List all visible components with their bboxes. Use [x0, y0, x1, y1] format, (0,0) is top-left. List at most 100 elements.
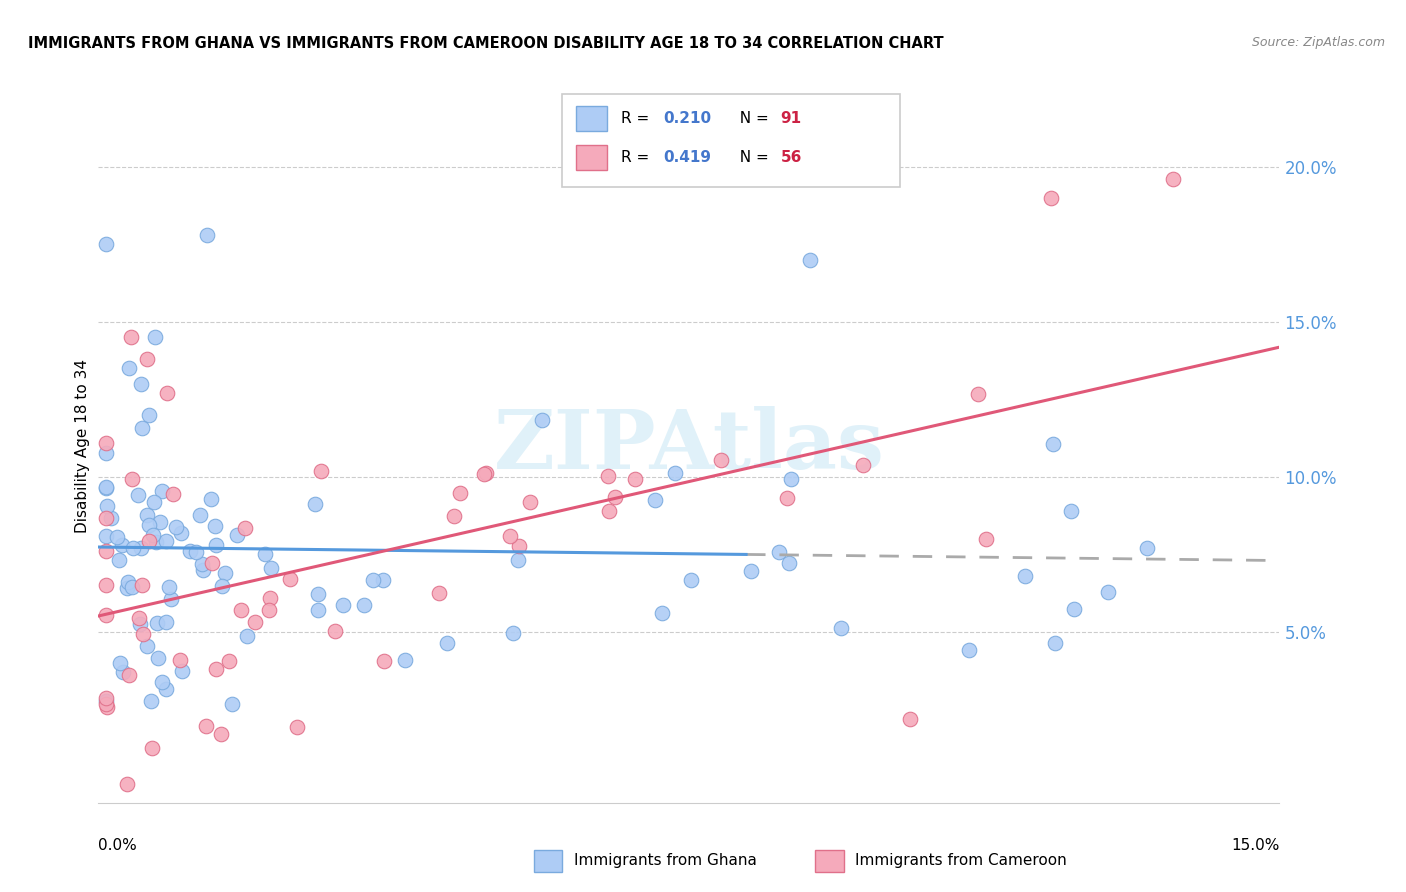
Point	[449, 486, 471, 500]
Point	[394, 653, 416, 667]
Point	[169, 525, 191, 540]
Point	[150, 675, 173, 690]
Point	[218, 654, 240, 668]
Point	[498, 529, 520, 543]
Point	[740, 564, 762, 578]
Point	[257, 603, 280, 617]
Point	[150, 484, 173, 499]
Point	[361, 574, 384, 588]
Text: N =: N =	[730, 151, 773, 165]
Point	[155, 615, 177, 629]
Point	[1097, 585, 1119, 599]
Point	[145, 535, 167, 549]
Point	[100, 511, 122, 525]
Point	[259, 591, 281, 606]
Point	[1161, 172, 1184, 186]
Point	[156, 386, 179, 401]
Point	[332, 598, 354, 612]
Point	[1136, 541, 1159, 556]
Point	[624, 472, 647, 486]
Point	[436, 636, 458, 650]
Point	[644, 492, 666, 507]
Point	[651, 606, 673, 620]
Point	[233, 521, 256, 535]
Text: 0.419: 0.419	[664, 151, 711, 165]
Point	[681, 574, 703, 588]
Text: 56: 56	[780, 151, 801, 165]
Point	[94, 544, 117, 558]
Text: N =: N =	[730, 112, 773, 126]
Point	[799, 252, 821, 267]
Point	[111, 665, 134, 679]
Point	[598, 504, 620, 518]
Point	[128, 611, 150, 625]
Point	[127, 488, 149, 502]
Point	[141, 694, 163, 708]
Point	[974, 533, 997, 547]
Point	[194, 719, 217, 733]
Point	[1045, 636, 1067, 650]
Point	[122, 541, 145, 556]
Y-axis label: Disability Age 18 to 34: Disability Age 18 to 34	[75, 359, 90, 533]
Text: R =: R =	[621, 151, 655, 165]
Point	[475, 466, 498, 480]
Point	[188, 508, 211, 523]
Point	[136, 508, 159, 522]
Text: 0.0%: 0.0%	[98, 838, 138, 854]
Point	[142, 528, 165, 542]
Text: 15.0%: 15.0%	[1232, 838, 1279, 854]
Point	[179, 544, 201, 558]
Point	[94, 480, 117, 494]
Point	[353, 598, 375, 612]
Point	[1063, 601, 1085, 615]
Point	[278, 572, 301, 586]
Point	[778, 556, 800, 570]
Point	[1014, 569, 1036, 583]
Point	[776, 491, 799, 506]
Point	[530, 412, 553, 426]
Point	[136, 352, 159, 367]
Point	[149, 515, 172, 529]
Point	[118, 668, 141, 682]
Point	[146, 651, 169, 665]
Point	[155, 682, 177, 697]
Point	[155, 533, 177, 548]
Point	[852, 458, 875, 472]
Point	[204, 662, 226, 676]
Point	[131, 420, 153, 434]
Point	[191, 557, 214, 571]
Point	[94, 694, 117, 708]
Point	[108, 552, 131, 566]
Point	[146, 616, 169, 631]
Point	[323, 624, 346, 638]
Point	[519, 495, 541, 509]
Point	[110, 656, 132, 670]
Point	[142, 495, 165, 509]
Point	[96, 499, 118, 513]
Point	[120, 330, 142, 344]
Point	[172, 664, 194, 678]
Point	[169, 653, 191, 667]
Text: Source: ZipAtlas.com: Source: ZipAtlas.com	[1251, 36, 1385, 49]
Point	[898, 712, 921, 726]
Point	[105, 530, 128, 544]
Point	[205, 538, 228, 552]
Point	[472, 467, 495, 481]
Point	[162, 487, 184, 501]
Point	[94, 529, 117, 543]
Text: Immigrants from Ghana: Immigrants from Ghana	[574, 854, 756, 868]
Point	[780, 472, 803, 486]
Point	[121, 472, 143, 486]
Point	[115, 777, 138, 791]
Point	[371, 573, 394, 587]
Point	[768, 545, 790, 559]
Point	[664, 467, 686, 481]
Point	[307, 603, 329, 617]
Point	[94, 690, 117, 705]
Point	[132, 627, 155, 641]
Point	[236, 629, 259, 643]
Text: IMMIGRANTS FROM GHANA VS IMMIGRANTS FROM CAMEROON DISABILITY AGE 18 TO 34 CORREL: IMMIGRANTS FROM GHANA VS IMMIGRANTS FROM…	[28, 36, 943, 51]
Point	[204, 519, 226, 533]
Text: ZIPAtlas: ZIPAtlas	[494, 406, 884, 486]
Point	[96, 699, 118, 714]
